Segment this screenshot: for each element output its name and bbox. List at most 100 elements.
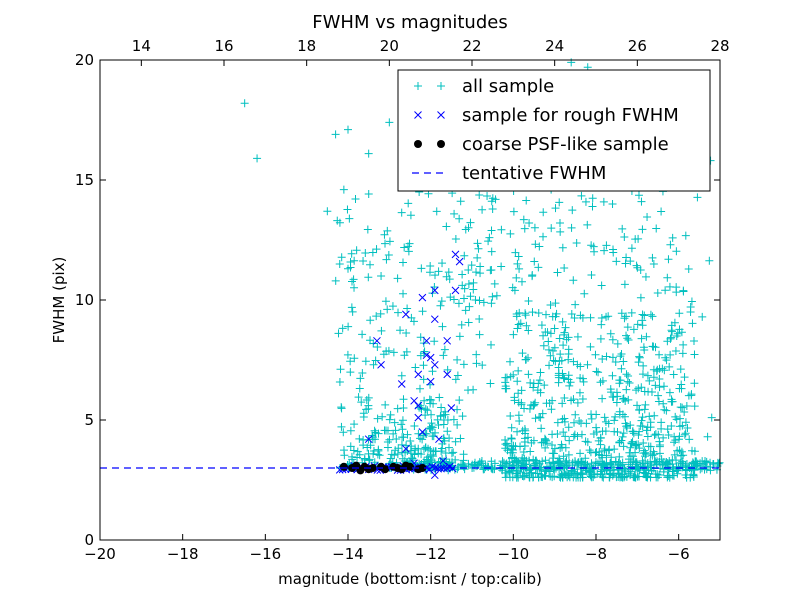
all-sample-point <box>661 353 670 362</box>
all-sample-point <box>589 473 598 482</box>
all-sample-point <box>631 458 640 467</box>
all-sample-point <box>520 441 529 450</box>
legend-marker-dot-icon <box>414 140 445 148</box>
all-sample-point <box>331 276 340 285</box>
all-sample-point <box>615 376 624 385</box>
all-sample-point <box>572 239 581 248</box>
all-sample-point <box>564 371 573 380</box>
all-sample-point <box>536 368 545 377</box>
legend: all sample sample for rough FWHM coarse … <box>397 69 711 192</box>
rough-sample-point <box>455 257 464 266</box>
all-sample-point <box>526 378 535 387</box>
all-sample-point <box>346 442 355 451</box>
all-sample-point <box>550 444 559 453</box>
all-sample-point <box>558 471 567 480</box>
all-sample-point <box>637 416 646 425</box>
all-sample-point <box>335 218 344 227</box>
all-sample-point <box>390 451 399 460</box>
all-sample-point <box>442 222 451 231</box>
all-sample-point <box>641 272 650 281</box>
all-sample-point <box>397 371 406 380</box>
all-sample-point <box>531 240 540 249</box>
rough-sample-point <box>430 315 439 324</box>
all-sample-point <box>556 227 565 236</box>
legend-label-all-sample: all sample <box>462 76 554 97</box>
all-sample-point <box>451 375 460 384</box>
all-sample-point <box>438 259 447 268</box>
rough-sample-point <box>435 435 443 444</box>
all-sample-point <box>417 264 426 273</box>
all-sample-point <box>406 437 415 446</box>
all-sample-point <box>586 313 595 322</box>
all-sample-point <box>383 305 392 314</box>
all-sample-point <box>609 248 618 257</box>
all-sample-point <box>469 278 478 287</box>
all-sample-point <box>598 394 607 403</box>
coarse-sample-point <box>381 465 390 474</box>
all-sample-point <box>653 365 662 374</box>
all-sample-point <box>587 271 596 280</box>
all-sample-point <box>668 233 677 242</box>
rough-sample-point <box>373 336 381 345</box>
all-sample-point <box>588 202 597 211</box>
all-sample-point <box>643 432 652 441</box>
all-sample-point <box>608 353 617 362</box>
all-sample-point <box>364 273 373 282</box>
all-sample-point <box>354 393 363 402</box>
all-sample-point <box>681 429 690 438</box>
all-sample-point <box>364 149 373 158</box>
all-sample-point <box>505 457 514 466</box>
all-sample-point <box>655 374 664 383</box>
all-sample-point <box>491 195 500 204</box>
all-sample-point <box>578 470 587 479</box>
all-sample-point <box>551 312 560 321</box>
all-sample-point <box>459 456 468 465</box>
all-sample-point <box>539 208 548 217</box>
all-sample-point <box>624 455 633 464</box>
all-sample-point <box>570 465 579 474</box>
all-sample-point <box>681 470 690 479</box>
all-sample-point <box>622 370 631 379</box>
all-sample-point <box>558 443 567 452</box>
all-sample-point <box>475 330 484 339</box>
all-sample-point <box>667 326 676 335</box>
all-sample-point <box>619 429 628 438</box>
all-sample-point <box>679 462 688 471</box>
all-sample-point <box>677 451 686 460</box>
all-sample-point <box>403 304 412 313</box>
all-sample-point <box>706 458 715 467</box>
all-sample-point <box>513 471 522 480</box>
all-sample-point <box>659 465 668 474</box>
all-sample-point <box>680 408 689 417</box>
all-sample-point <box>558 399 567 408</box>
all-sample-point <box>458 412 467 421</box>
all-sample-point <box>487 340 496 349</box>
all-sample-point <box>419 361 428 370</box>
all-sample-point <box>441 407 450 416</box>
all-sample-point <box>681 231 690 240</box>
all-sample-point <box>605 445 614 454</box>
all-sample-point <box>456 197 465 206</box>
all-sample-point <box>575 388 584 397</box>
all-sample-point <box>467 261 476 270</box>
all-sample-point <box>633 401 642 410</box>
all-sample-point <box>679 451 688 460</box>
all-sample-point <box>691 457 700 466</box>
all-sample-point <box>527 438 536 447</box>
all-sample-point <box>657 207 666 216</box>
all-sample-point <box>398 416 407 425</box>
rough-sample-point <box>414 370 423 379</box>
all-sample-point <box>613 339 622 348</box>
all-sample-point <box>687 297 696 306</box>
all-sample-point <box>638 321 647 330</box>
all-sample-point <box>397 440 406 449</box>
all-sample-point <box>458 281 467 290</box>
rough-sample-point <box>402 310 410 319</box>
all-sample-point <box>506 372 515 381</box>
all-sample-point <box>359 256 368 265</box>
all-sample-point <box>569 276 578 285</box>
all-sample-point <box>690 379 699 388</box>
all-sample-point <box>612 257 621 266</box>
all-sample-point <box>554 458 563 467</box>
